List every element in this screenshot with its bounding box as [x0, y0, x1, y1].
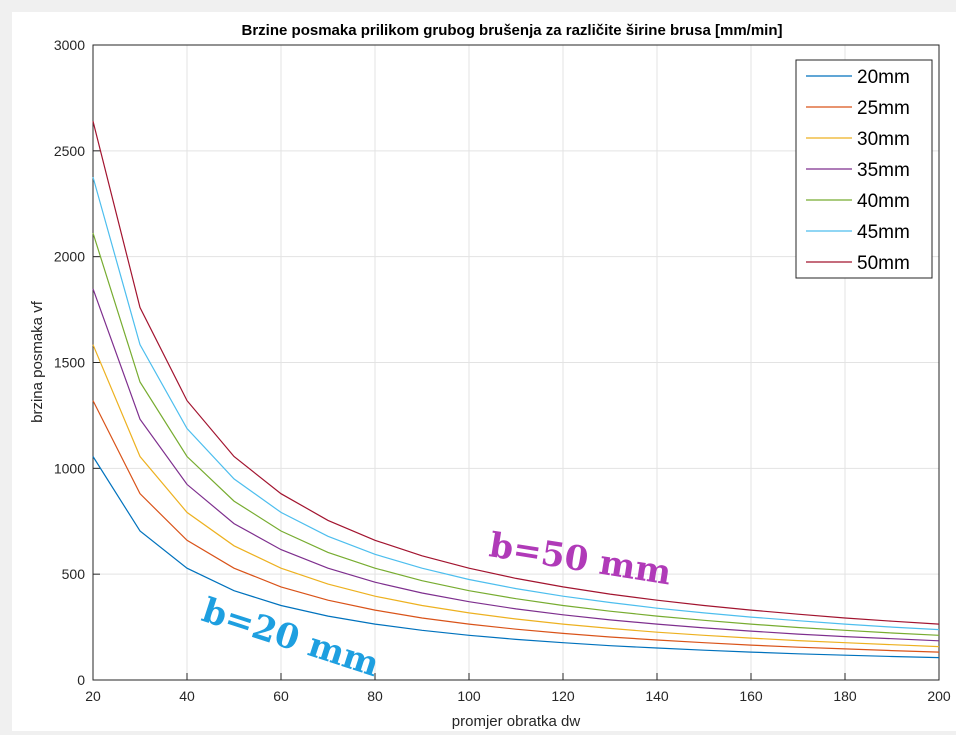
y-axis-label: brzina posmaka vf [29, 300, 46, 423]
legend-label-25mm: 25mm [857, 98, 910, 119]
series-line-35mm [92, 288, 940, 642]
series-line-45mm [92, 176, 940, 631]
series-line-40mm [92, 232, 940, 636]
x-axis-ticks: 20 40 60 80 100 120 140 160 180 200 [85, 673, 951, 704]
series-line-20mm [92, 456, 940, 659]
x-tick-label: 60 [273, 688, 289, 704]
series-line-30mm [92, 344, 940, 648]
series-lines [92, 121, 940, 659]
y-tick-label: 2000 [54, 249, 85, 265]
chart-title: Brzine posmaka prilikom grubog brušenja … [242, 22, 783, 39]
x-tick-label: 140 [645, 688, 669, 704]
legend: 20mm 25mm 30mm 35mm 40mm 45mm 50mm [795, 59, 933, 279]
y-tick-label: 500 [62, 566, 86, 582]
x-tick-label: 200 [927, 688, 951, 704]
x-tick-label: 180 [833, 688, 857, 704]
x-axis-label: promjer obratka dw [452, 713, 581, 730]
y-tick-label: 3000 [54, 37, 85, 53]
x-tick-label: 40 [179, 688, 195, 704]
legend-label-50mm: 50mm [857, 253, 910, 274]
y-axis-ticks: 0 500 1000 1500 2000 2500 3000 [54, 37, 100, 688]
legend-label-30mm: 30mm [857, 129, 910, 150]
legend-label-45mm: 45mm [857, 222, 910, 243]
x-tick-label: 80 [367, 688, 383, 704]
x-tick-label: 120 [551, 688, 575, 704]
y-tick-label: 0 [77, 672, 85, 688]
x-tick-label: 100 [457, 688, 481, 704]
x-tick-label: 20 [85, 688, 101, 704]
legend-label-40mm: 40mm [857, 191, 910, 212]
legend-label-20mm: 20mm [857, 67, 910, 88]
series-line-25mm [92, 400, 940, 653]
y-tick-label: 1500 [54, 355, 85, 371]
y-tick-label: 2500 [54, 143, 85, 159]
x-tick-label: 160 [739, 688, 763, 704]
legend-label-35mm: 35mm [857, 160, 910, 181]
y-tick-label: 1000 [54, 460, 85, 476]
series-line-50mm [92, 121, 940, 625]
